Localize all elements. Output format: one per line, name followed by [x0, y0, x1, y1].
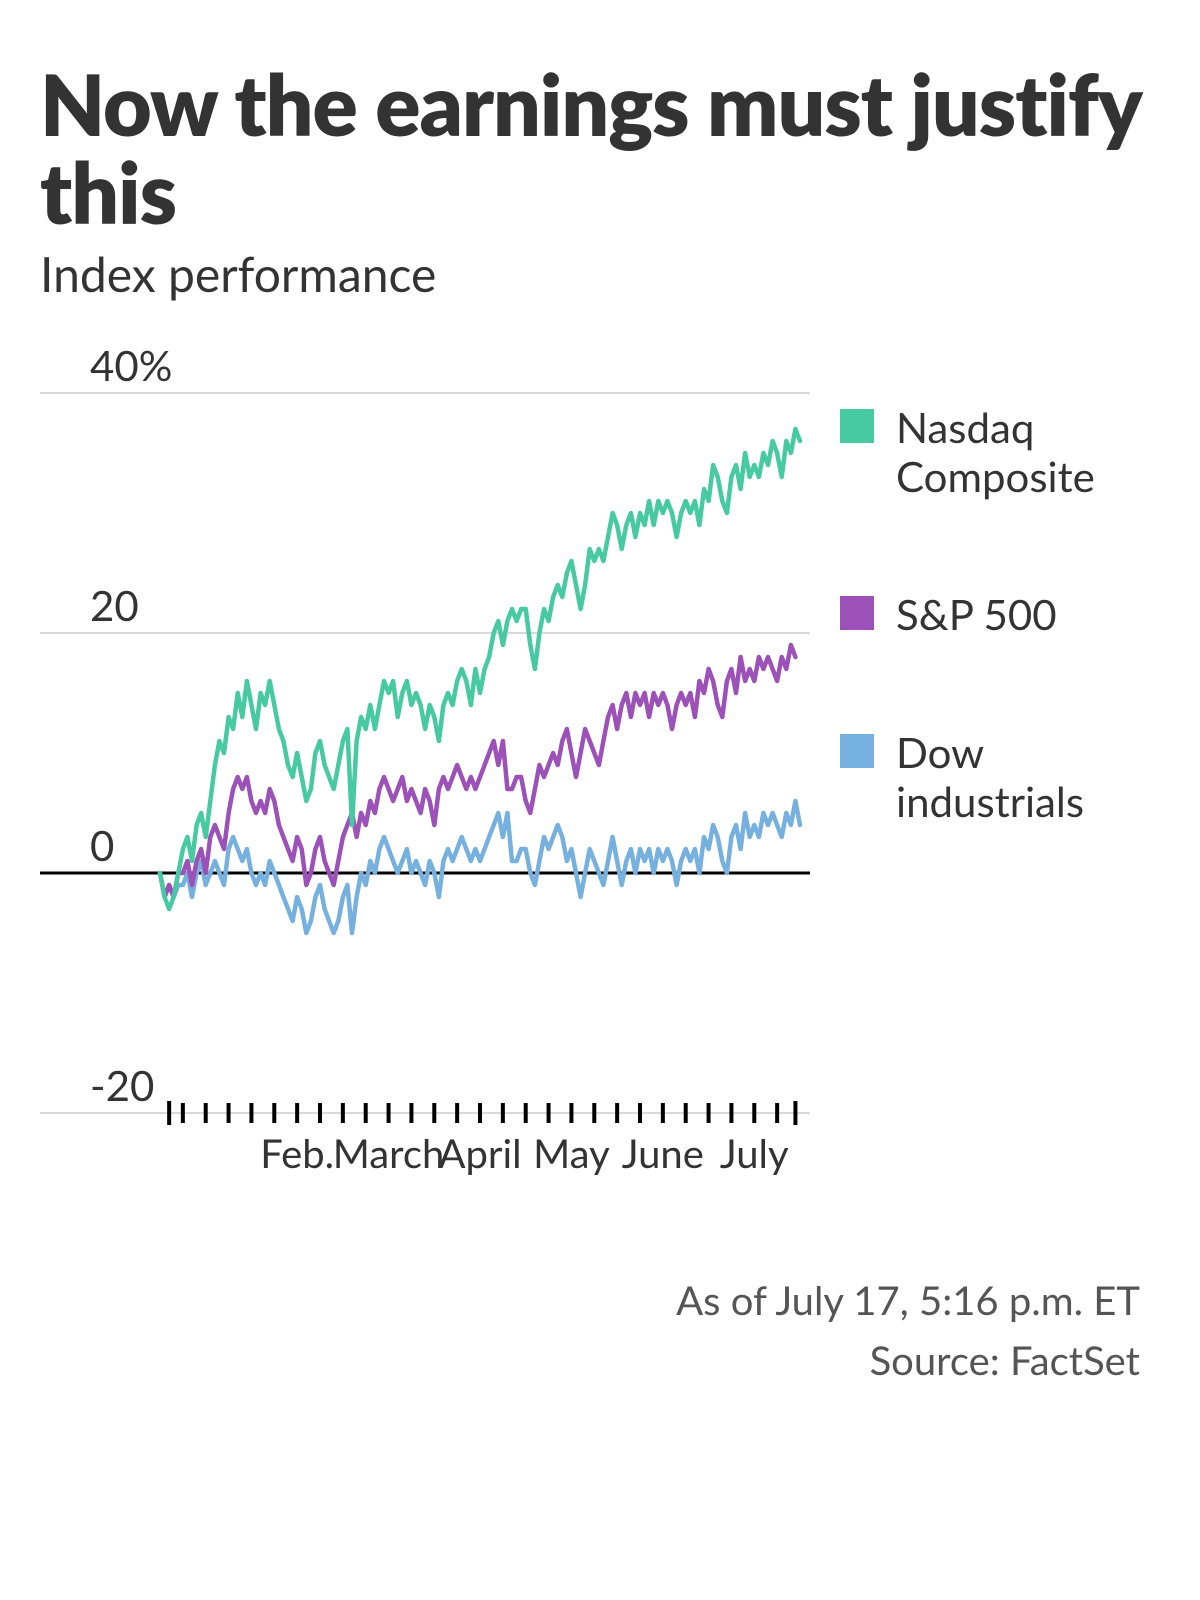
legend-label: Dow industrials	[896, 728, 1160, 825]
legend-swatch	[840, 596, 874, 630]
x-month-label: July	[720, 1129, 789, 1177]
y-tick-label: -20	[90, 1060, 154, 1110]
legend-item: Dow industrials	[840, 728, 1160, 825]
x-month-label: April	[438, 1129, 521, 1177]
line-chart: -20 0 20 40% Feb.MarchAprilMayJune July	[40, 333, 810, 1203]
asof-text: As of July 17, 5:16 p.m. ET	[676, 1270, 1140, 1330]
y-tick-label: 40%	[90, 340, 172, 390]
x-month-label: May	[533, 1129, 610, 1177]
y-tick-label: 20	[90, 580, 139, 630]
chart-title: Now the earnings must justify this	[40, 60, 1160, 236]
y-tick-label: 0	[90, 820, 114, 870]
legend: Nasdaq Composite S&P 500 Dow industrials	[810, 333, 1160, 914]
x-month-label: June	[622, 1129, 704, 1177]
chart-footer: As of July 17, 5:16 p.m. ET Source: Fact…	[676, 1270, 1140, 1390]
legend-swatch	[840, 409, 874, 443]
legend-item: S&P 500	[840, 590, 1160, 638]
chart-svg: -20 0 20 40% Feb.MarchAprilMayJune July	[40, 333, 810, 1203]
series-line	[160, 801, 800, 933]
x-month-label: March	[333, 1129, 445, 1177]
legend-label: Nasdaq Composite	[896, 403, 1160, 500]
legend-swatch	[840, 734, 874, 768]
source-text: Source: FactSet	[676, 1330, 1140, 1390]
legend-item: Nasdaq Composite	[840, 403, 1160, 500]
legend-label: S&P 500	[896, 590, 1057, 638]
x-month-label: Feb.	[260, 1129, 334, 1177]
chart-subtitle: Index performance	[40, 246, 1160, 303]
